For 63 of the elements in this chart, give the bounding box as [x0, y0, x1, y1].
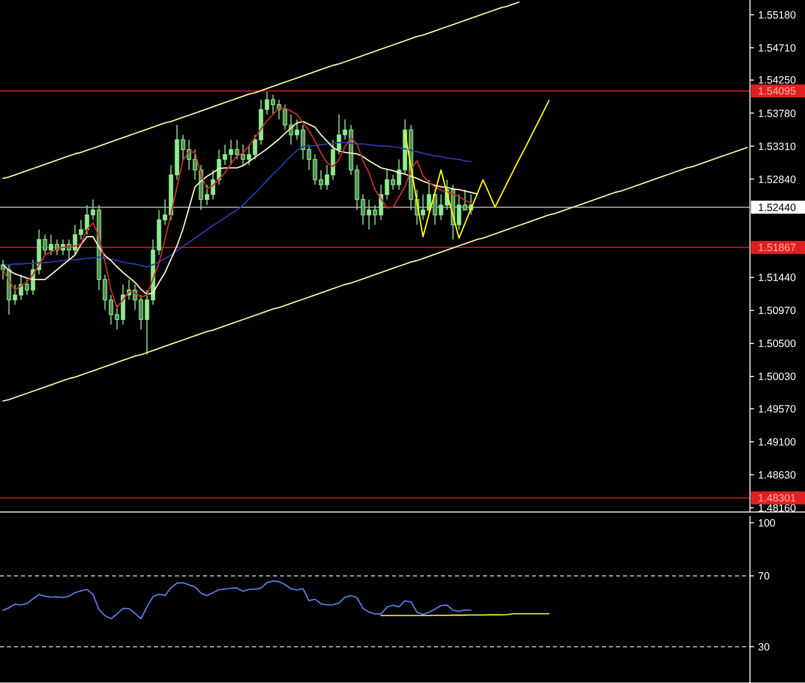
candlestick	[12, 284, 18, 306]
candlestick	[204, 184, 210, 206]
ref-line-label: 1.54095	[758, 86, 796, 98]
candlestick	[180, 134, 186, 160]
candlestick	[222, 144, 228, 166]
candlestick	[438, 194, 444, 220]
y-tick-label: 30	[758, 641, 770, 654]
line-series	[404, 100, 550, 239]
y-tick-label: 100	[758, 517, 776, 530]
candlestick	[384, 169, 390, 200]
candlestick	[240, 144, 246, 166]
candlestick	[372, 204, 378, 226]
ref-line-label: 1.52440	[758, 202, 796, 214]
candlestick	[282, 104, 288, 130]
candlestick	[366, 198, 372, 230]
candlestick	[144, 290, 150, 356]
candlestick	[78, 219, 84, 240]
candlestick	[456, 194, 462, 230]
y-tick-label: 1.55180	[758, 9, 796, 22]
candlestick	[162, 198, 168, 226]
y-tick-label: 1.49100	[758, 436, 796, 448]
candlestick	[318, 169, 324, 190]
candlestick	[390, 174, 396, 190]
y-tick-label: 1.48160	[758, 502, 796, 514]
line-series	[2, 1, 520, 180]
candlestick	[462, 189, 468, 210]
y-tick-label: 1.54710	[758, 42, 796, 54]
candlestick	[90, 198, 96, 220]
candlestick	[192, 149, 198, 180]
candlestick	[234, 139, 240, 160]
candlestick	[48, 234, 54, 256]
candlestick	[114, 304, 120, 330]
ref-line-label: 1.51867	[758, 242, 796, 254]
candlestick	[102, 274, 108, 310]
y-tick-label: 1.49570	[758, 403, 796, 416]
y-tick-label: 1.53310	[758, 140, 796, 153]
candlestick	[42, 234, 48, 256]
candlestick	[306, 144, 312, 170]
line-series	[2, 580, 472, 620]
candlestick	[420, 194, 426, 220]
candlestick	[270, 94, 276, 115]
candlestick	[246, 144, 252, 166]
candlestick	[228, 139, 234, 166]
y-tick-label: 1.50030	[758, 371, 796, 384]
line-series	[2, 146, 748, 402]
y-tick-label: 1.52840	[758, 174, 796, 186]
candlestick	[138, 294, 144, 330]
candlestick	[264, 92, 270, 115]
y-tick-label: 1.50500	[758, 338, 796, 350]
candlestick	[294, 118, 300, 140]
candlestick	[360, 194, 366, 226]
candlestick	[312, 154, 318, 186]
candlestick	[324, 164, 330, 190]
candlestick	[24, 279, 30, 296]
candlestick	[342, 118, 348, 140]
y-tick-label: 1.51440	[758, 272, 796, 284]
y-tick-label: 70	[758, 570, 770, 583]
y-tick-label: 1.54250	[758, 74, 796, 87]
y-tick-label: 1.48630	[758, 469, 796, 482]
y-tick-label: 1.50970	[758, 305, 796, 318]
candlestick	[108, 294, 114, 325]
y-tick-label: 1.53780	[758, 108, 796, 120]
ref-line-label: 1.48301	[758, 492, 796, 505]
